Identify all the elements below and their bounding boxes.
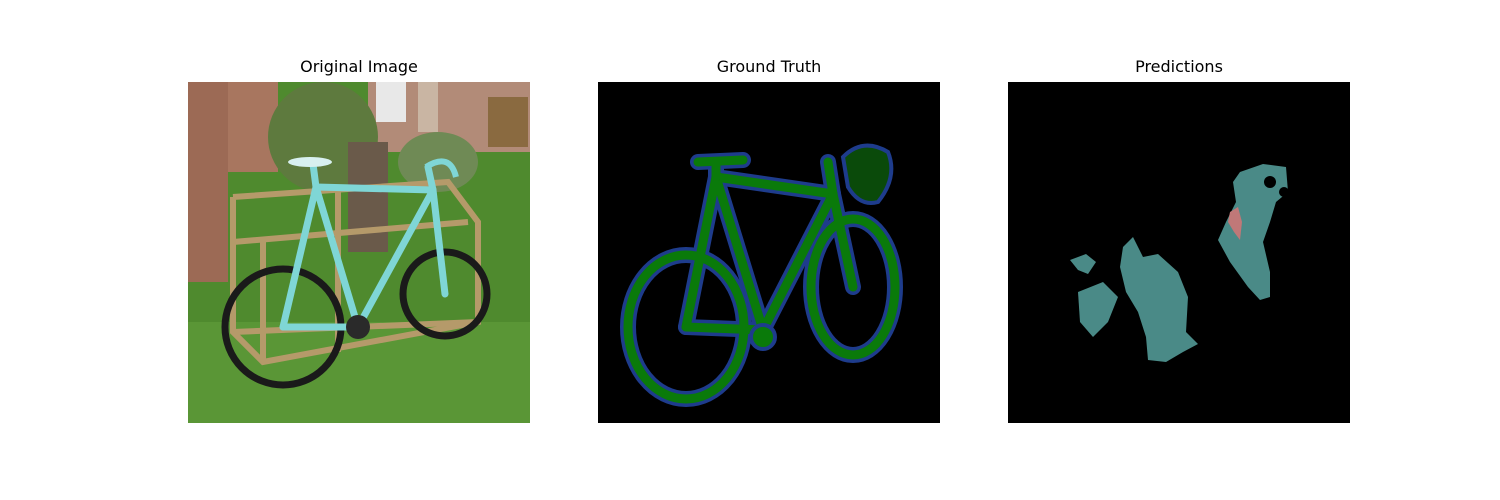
predictions-mask: [1008, 82, 1350, 423]
panel-title: Original Image: [300, 57, 418, 76]
bicycle-photo: [188, 82, 530, 423]
panel-title: Predictions: [1135, 57, 1223, 76]
panel-title: Ground Truth: [716, 57, 822, 76]
ground-truth-mask: [598, 82, 940, 423]
